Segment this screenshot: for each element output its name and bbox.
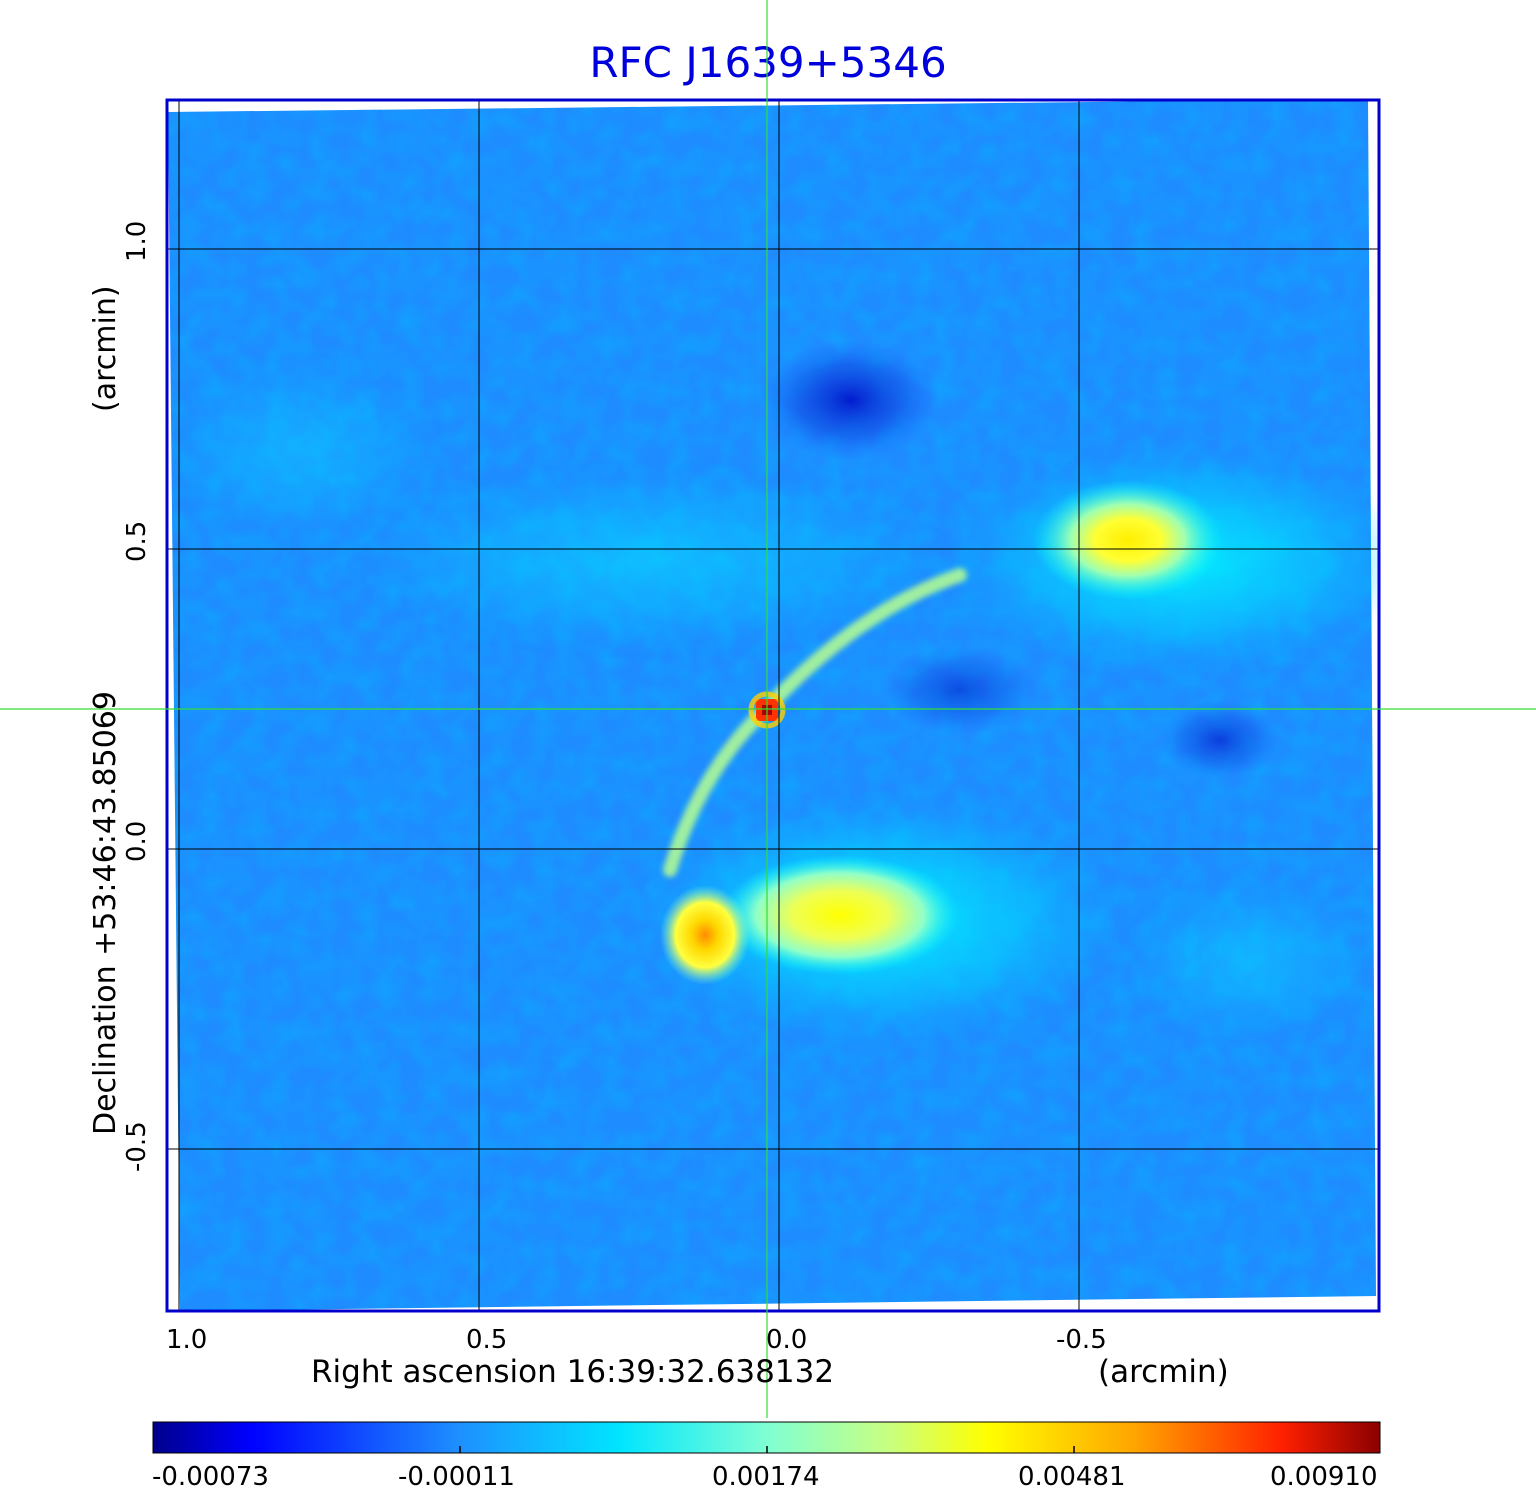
colorbar-tick-label: 0.00481 — [1018, 1462, 1126, 1492]
y-tick-label: 0.5 — [122, 520, 152, 562]
x-tick-label: 0.5 — [466, 1325, 508, 1355]
y-tick-label: -0.5 — [122, 1121, 152, 1172]
y-tick-label: 0.0 — [122, 820, 152, 862]
image-title: RFC J1639+5346 — [589, 38, 947, 87]
radio-intensity-map — [168, 101, 1379, 1311]
colorbar-tick-label: -0.00073 — [152, 1462, 269, 1492]
x-axis-label: Right ascension 16:39:32.638132 — [311, 1354, 835, 1390]
x-tick-label: 1.0 — [166, 1325, 208, 1355]
x-tick-label: -0.5 — [1056, 1325, 1107, 1355]
colorbar-tick-label: 0.00910 — [1270, 1462, 1378, 1492]
colorbar-tick-label: 0.00174 — [712, 1462, 820, 1492]
x-tick-label: 0.0 — [766, 1325, 808, 1355]
y-tick-label: 1.0 — [122, 220, 152, 262]
y-axis-label: Declination +53:46:43.85069 — [88, 691, 123, 1135]
y-axis-unit: (arcmin) — [88, 285, 123, 412]
x-axis-unit: (arcmin) — [1098, 1354, 1229, 1390]
colorbar-tick-marks — [459, 1446, 1075, 1453]
coordinate-grid — [168, 101, 1379, 1311]
crosshair — [0, 0, 1536, 1418]
plot-frame — [165, 98, 1381, 1313]
colorbar-tick-label: -0.00011 — [398, 1462, 515, 1492]
